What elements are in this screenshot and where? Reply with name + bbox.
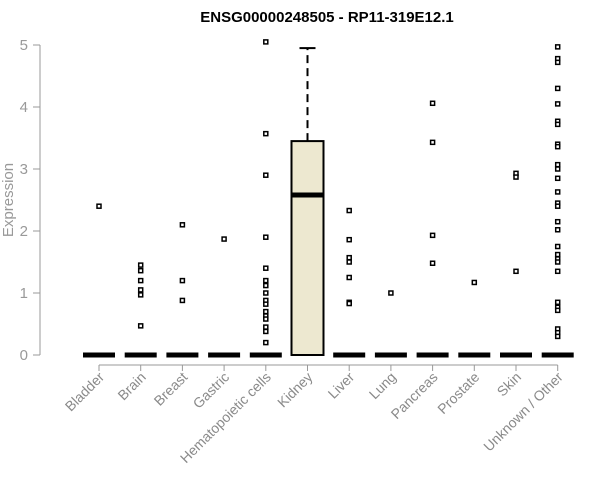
outlier-point [429, 260, 436, 266]
y-tick-label: 3 [20, 161, 28, 178]
outlier-point [554, 218, 561, 225]
outlier-point [554, 251, 561, 258]
outlier-point [471, 279, 478, 286]
outlier-point [179, 297, 186, 304]
outlier-point [263, 172, 269, 178]
box-gastric [208, 236, 241, 358]
outlier-point [263, 282, 269, 289]
outlier-point [429, 100, 436, 107]
outlier-point [346, 236, 352, 243]
x-tick-label: Bladder [62, 369, 108, 415]
x-tick-label: Kidney [274, 369, 316, 411]
outlier-point [263, 316, 269, 322]
box-hematopoietic-cells [249, 39, 282, 358]
outlier-point [554, 59, 561, 66]
outlier-point [346, 274, 352, 281]
outlier-point [137, 277, 144, 284]
outlier-point [554, 161, 561, 168]
box-bladder [83, 203, 115, 358]
outlier-point [263, 328, 269, 335]
outlier-point [429, 232, 436, 239]
outlier-point [263, 324, 269, 330]
outlier-point [346, 254, 352, 261]
outlier-point [554, 121, 561, 128]
outlier-point [554, 44, 561, 50]
outlier-point [554, 259, 561, 265]
outlier-point [554, 299, 561, 306]
box-skin [500, 170, 532, 358]
outlier-point [137, 292, 144, 298]
outlier-point [263, 290, 269, 296]
outlier-point [346, 259, 352, 265]
outlier-point [554, 307, 561, 314]
x-tick-label: Unknown / Other [480, 369, 566, 455]
y-axis-label: Expression [0, 163, 17, 237]
box-kidney [290, 47, 325, 356]
x-tick-label: Brain [114, 369, 148, 403]
outlier-point [137, 267, 144, 274]
outlier-point [513, 174, 519, 180]
outlier-point [554, 333, 561, 340]
outlier-point [554, 101, 561, 107]
box-liver [333, 207, 366, 358]
outlier-point [388, 290, 394, 296]
outlier-point [263, 265, 269, 271]
x-tick-label: Lung [366, 369, 399, 402]
y-tick-label: 2 [20, 223, 28, 240]
outlier-point [137, 323, 144, 329]
chart-title: ENSG00000248505 - RP11-319E12.1 [200, 9, 454, 26]
box-lung [374, 290, 407, 358]
outlier-point [554, 175, 561, 182]
y-tick-label: 0 [20, 347, 28, 364]
outlier-point [263, 308, 269, 315]
outlier-point [179, 222, 186, 228]
y-tick-label: 5 [20, 37, 28, 54]
x-tick-label: Liver [325, 369, 358, 402]
box-pancreas [416, 100, 449, 358]
box-breast [166, 222, 199, 358]
box-iqr [290, 140, 325, 356]
y-tick-label: 1 [20, 285, 28, 302]
outlier-point [554, 203, 561, 209]
outlier-point [346, 207, 352, 214]
x-tick-label: Skin [494, 369, 525, 400]
outlier-point [137, 262, 144, 268]
outlier-point [263, 301, 269, 307]
outlier-point [554, 166, 561, 172]
outlier-point [263, 234, 269, 240]
outlier-point [263, 39, 269, 45]
outlier-point [179, 277, 186, 284]
outlier-point [263, 277, 269, 284]
x-tick-label: Prostate [434, 369, 482, 417]
outlier-point [221, 236, 227, 242]
outlier-point [554, 85, 561, 92]
outlier-point [554, 227, 561, 233]
box-unknown-other [541, 44, 574, 358]
x-tick-label: Breast [151, 369, 191, 409]
outlier-point [554, 243, 561, 250]
outlier-point [554, 268, 561, 275]
outlier-point [554, 143, 561, 150]
outlier-point [263, 339, 269, 346]
outlier-point [137, 287, 144, 293]
y-tick-label: 4 [20, 99, 28, 116]
box-prostate [458, 279, 491, 358]
outlier-point [96, 203, 102, 209]
box-brain [124, 262, 157, 358]
outlier-point [554, 189, 561, 195]
outlier-point [263, 130, 269, 137]
outlier-point [429, 139, 436, 146]
outlier-point [346, 300, 352, 307]
outlier-point [513, 268, 519, 275]
